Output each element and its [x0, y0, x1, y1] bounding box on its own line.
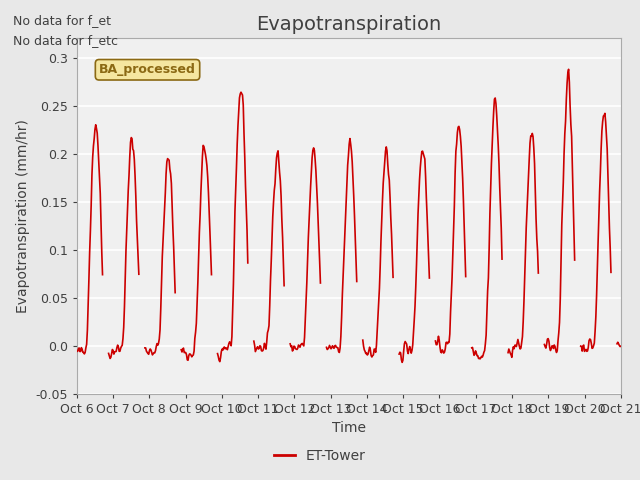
Legend: ET-Tower: ET-Tower [269, 443, 371, 468]
X-axis label: Time: Time [332, 421, 366, 435]
Text: BA_processed: BA_processed [99, 63, 196, 76]
Title: Evapotranspiration: Evapotranspiration [256, 15, 442, 34]
Text: No data for f_etc: No data for f_etc [13, 34, 118, 47]
Y-axis label: Evapotranspiration (mm/hr): Evapotranspiration (mm/hr) [16, 119, 29, 313]
Text: No data for f_et: No data for f_et [13, 14, 111, 27]
